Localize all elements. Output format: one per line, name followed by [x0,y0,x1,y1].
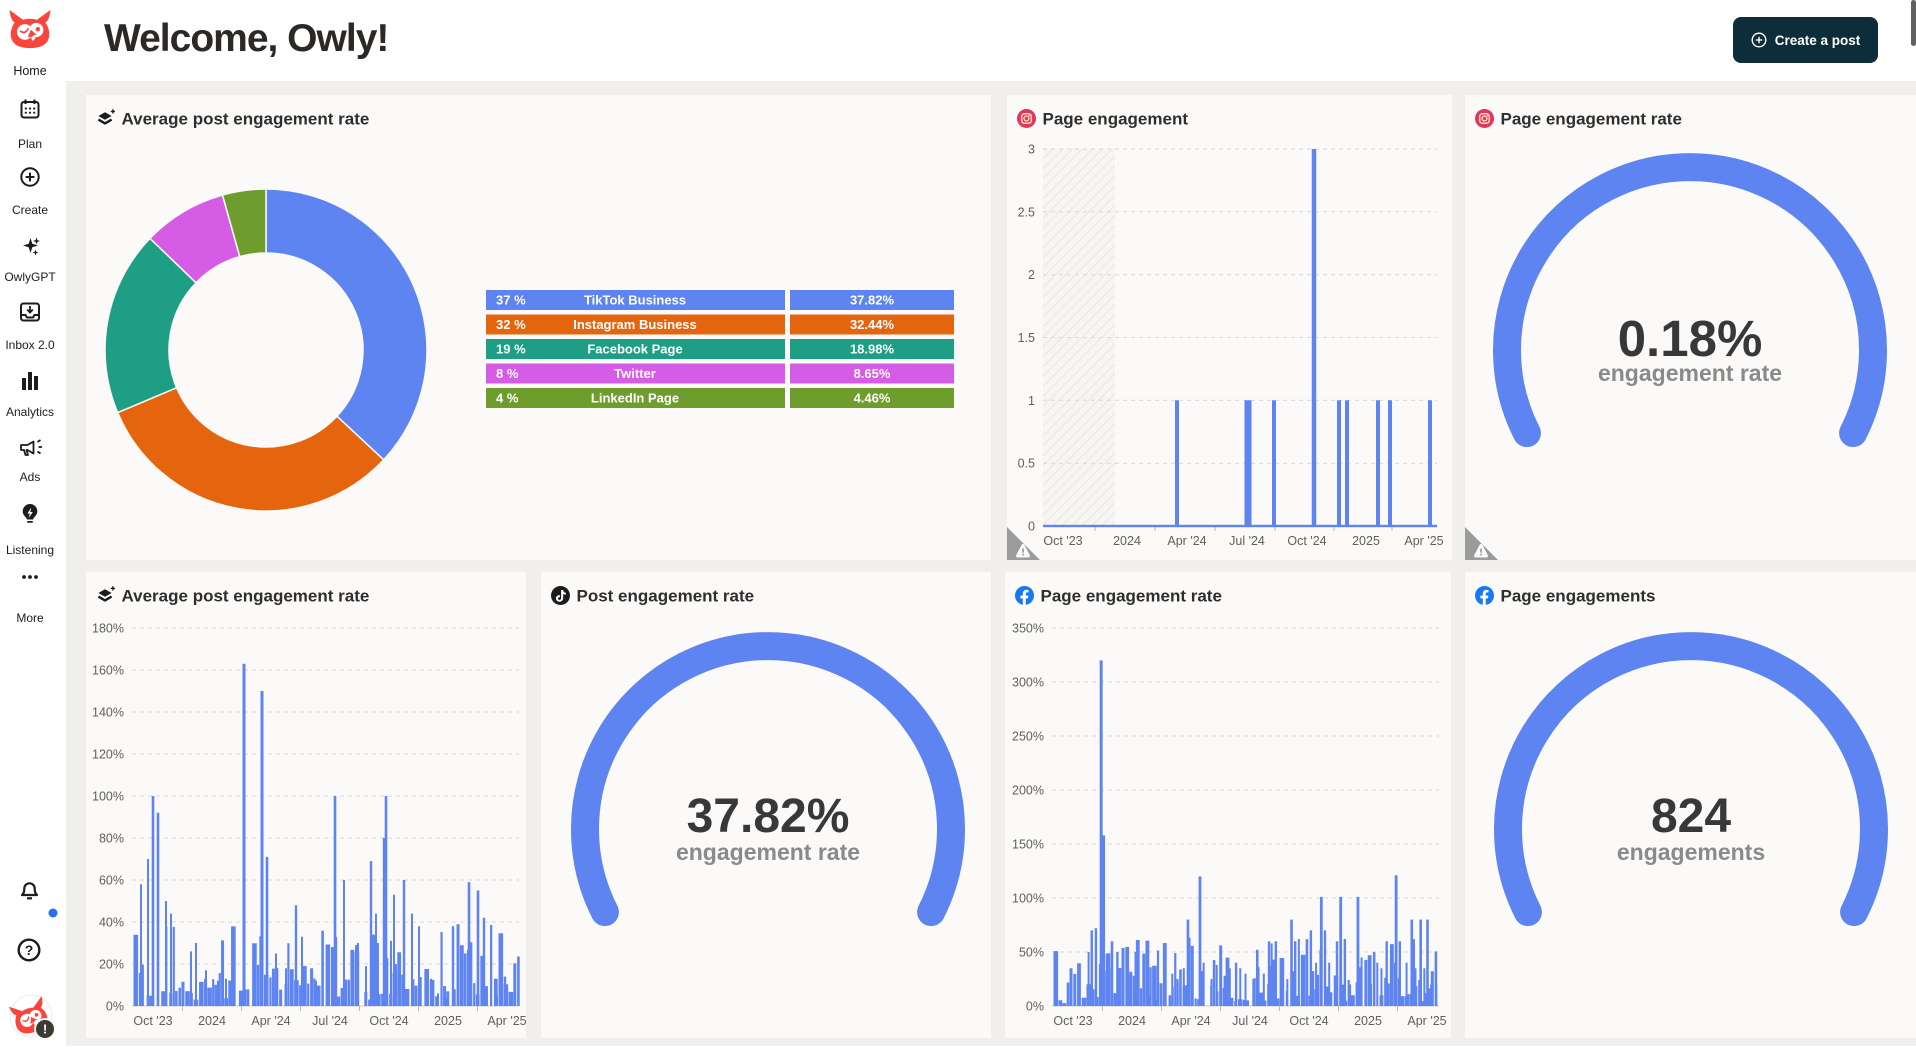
svg-text:40%: 40% [99,916,124,930]
svg-text:Jul '24: Jul '24 [1232,1014,1268,1028]
svg-text:2025: 2025 [1354,1014,1382,1028]
svg-text:Twitter: Twitter [614,366,656,381]
svg-text:Post engagement rate: Post engagement rate [577,587,755,606]
svg-text:8 %: 8 % [496,366,519,381]
svg-text:37 %: 37 % [496,293,526,308]
svg-text:Oct '23: Oct '23 [1053,1014,1092,1028]
svg-text:Average post engagement rate: Average post engagement rate [122,110,370,129]
svg-text:Apr '25: Apr '25 [487,1014,526,1028]
svg-text:Oct '24: Oct '24 [1289,1014,1328,1028]
svg-text:20%: 20% [99,958,124,972]
svg-text:Apr '24: Apr '24 [1167,534,1206,548]
svg-text:4.46%: 4.46% [854,391,891,406]
svg-text:2025: 2025 [434,1014,462,1028]
svg-text:4 %: 4 % [496,391,519,406]
svg-text:100%: 100% [92,790,124,804]
svg-text:18.98%: 18.98% [850,342,895,357]
svg-text:Apr '25: Apr '25 [1404,534,1443,548]
svg-text:Page engagement rate: Page engagement rate [1041,587,1222,606]
svg-text:TikTok Business: TikTok Business [584,293,686,308]
svg-text:Listening: Listening [6,543,54,557]
svg-text:Ads: Ads [20,470,41,484]
svg-text:60%: 60% [99,874,124,888]
svg-text:Page engagement rate: Page engagement rate [1501,110,1682,129]
svg-text:?: ? [25,942,34,958]
svg-text:Oct '23: Oct '23 [1043,534,1082,548]
svg-text:2024: 2024 [1113,534,1141,548]
svg-text:More: More [16,611,44,625]
svg-text:8.65%: 8.65% [854,366,891,381]
svg-text:50%: 50% [1019,946,1044,960]
svg-text:Instagram Business: Instagram Business [573,317,697,332]
svg-text:0%: 0% [1026,1000,1044,1014]
svg-text:engagement rate: engagement rate [676,839,860,865]
svg-text:Plan: Plan [18,137,42,151]
svg-text:3: 3 [1028,143,1035,157]
svg-text:LinkedIn Page: LinkedIn Page [591,391,679,406]
svg-text:32.44%: 32.44% [850,317,895,332]
svg-text:824: 824 [1651,790,1731,843]
svg-text:Apr '25: Apr '25 [1407,1014,1446,1028]
svg-text:200%: 200% [1012,784,1044,798]
svg-text:engagements: engagements [1617,839,1765,865]
svg-text:1.5: 1.5 [1018,331,1035,345]
svg-text:300%: 300% [1012,676,1044,690]
svg-text:Jul '24: Jul '24 [1229,534,1265,548]
svg-text:OwlyGPT: OwlyGPT [4,270,56,284]
svg-text:2025: 2025 [1352,534,1380,548]
svg-text:Oct '24: Oct '24 [1287,534,1326,548]
svg-text:0%: 0% [106,1000,124,1014]
svg-text:Jul '24: Jul '24 [312,1014,348,1028]
svg-text:Analytics: Analytics [6,405,54,419]
svg-text:Page engagement: Page engagement [1043,110,1189,129]
svg-text:37.82%: 37.82% [850,293,895,308]
svg-text:Average post engagement rate: Average post engagement rate [122,587,370,606]
svg-text:Apr '24: Apr '24 [251,1014,290,1028]
svg-text:100%: 100% [1012,892,1044,906]
svg-text:2: 2 [1028,268,1035,282]
svg-text:Home: Home [13,64,46,78]
svg-text:Oct '24: Oct '24 [369,1014,408,1028]
svg-text:Page engagements: Page engagements [1501,587,1656,606]
svg-text:350%: 350% [1012,622,1044,636]
svg-text:1: 1 [1028,394,1035,408]
svg-text:140%: 140% [92,706,124,720]
svg-text:Facebook Page: Facebook Page [587,342,682,357]
svg-text:Create: Create [12,203,48,217]
svg-text:37.82%: 37.82% [687,790,850,843]
svg-text:engagement rate: engagement rate [1598,360,1782,386]
svg-text:!: ! [43,1022,47,1037]
svg-text:160%: 160% [92,664,124,678]
svg-text:180%: 180% [92,622,124,636]
svg-text:2.5: 2.5 [1018,205,1035,219]
svg-text:Inbox 2.0: Inbox 2.0 [5,338,55,352]
svg-text:2024: 2024 [198,1014,226,1028]
svg-text:19 %: 19 % [496,342,526,357]
svg-text:Oct '23: Oct '23 [133,1014,172,1028]
svg-text:80%: 80% [99,832,124,846]
svg-text:250%: 250% [1012,730,1044,744]
svg-text:0.18%: 0.18% [1618,310,1763,367]
svg-text:0: 0 [1028,520,1035,534]
svg-text:32 %: 32 % [496,317,526,332]
svg-text:0.5: 0.5 [1018,457,1035,471]
svg-text:150%: 150% [1012,838,1044,852]
svg-text:120%: 120% [92,748,124,762]
svg-text:Apr '24: Apr '24 [1171,1014,1210,1028]
svg-text:2024: 2024 [1118,1014,1146,1028]
